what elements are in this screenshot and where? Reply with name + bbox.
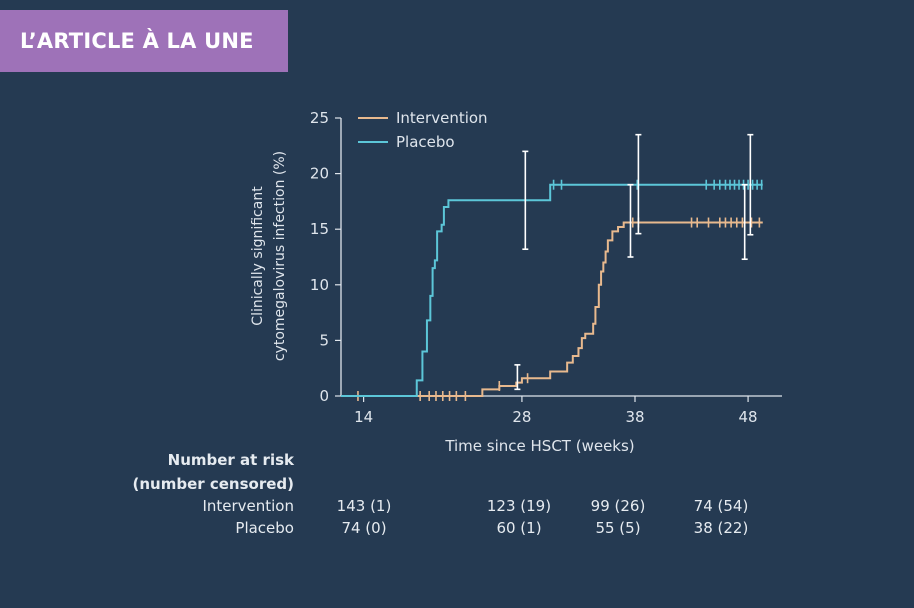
x-tick-label: 14 <box>354 408 373 426</box>
risk-row-placebo-label: Placebo <box>235 519 294 537</box>
article-banner: L’ARTICLE À LA UNE <box>0 10 288 72</box>
y-tick-label: 20 <box>310 165 329 183</box>
risk-intervention-2: 99 (26) <box>590 497 646 515</box>
series-line-placebo <box>341 183 763 397</box>
risk-intervention-0: 143 (1) <box>336 497 392 515</box>
x-tick-label: 48 <box>739 408 758 426</box>
risk-intervention-1: 123 (19) <box>486 497 552 515</box>
legend-label-intervention: Intervention <box>396 109 488 127</box>
y-tick-label: 15 <box>310 220 329 238</box>
risk-row-intervention-label: Intervention <box>202 497 294 515</box>
chart-legend: Intervention Placebo <box>358 109 488 151</box>
x-tick-label: 28 <box>512 408 531 426</box>
risk-placebo-0: 74 (0) <box>341 519 387 537</box>
risk-intervention-3: 74 (54) <box>693 497 749 515</box>
y-tick-label: 5 <box>319 331 329 349</box>
risk-placebo-1: 60 (1) <box>496 519 542 537</box>
series-layer <box>341 133 763 401</box>
series-line-intervention <box>341 221 763 397</box>
risk-header-line2: (number censored) <box>132 475 294 493</box>
y-tick-label: 25 <box>310 109 329 127</box>
x-tick-label: 38 <box>625 408 644 426</box>
risk-placebo-2: 55 (5) <box>595 519 641 537</box>
y-tick-label: 10 <box>310 276 329 294</box>
x-axis-label: Time since HSCT (weeks) <box>444 437 634 455</box>
y-tick-label: 0 <box>319 387 329 405</box>
banner-text: L’ARTICLE À LA UNE <box>20 29 254 53</box>
legend-label-placebo: Placebo <box>396 133 455 151</box>
risk-header-line1: Number at risk <box>167 451 294 469</box>
y-axis-label-line1: Clinically significant <box>250 186 266 326</box>
risk-table-header: Number at risk (number censored) <box>94 448 294 496</box>
risk-placebo-3: 38 (22) <box>693 519 749 537</box>
chart-axes: 0 5 10 15 20 25 14 28 38 48 <box>310 109 782 426</box>
y-axis-label-line2: cytomegalovirus infection (%) <box>272 151 288 361</box>
